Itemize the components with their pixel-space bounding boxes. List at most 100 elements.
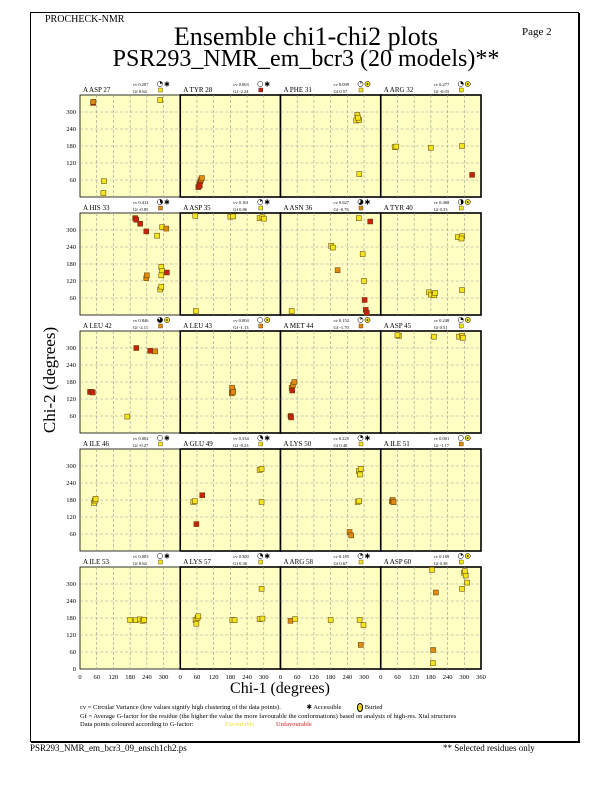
gf-color-swatch (258, 87, 263, 93)
residue-label: A LYS 57 (183, 558, 211, 566)
data-point (393, 143, 400, 150)
data-point (191, 498, 198, 504)
y-tick-label: 240 (66, 480, 76, 487)
data-point (196, 182, 203, 189)
cv-value: cv 0.468 (434, 200, 450, 205)
gf-color-swatch (258, 441, 263, 447)
accessible-icon: ✱ (164, 553, 170, 561)
accessible-icon: ✱ (365, 435, 371, 443)
data-point (356, 171, 363, 177)
data-point (154, 232, 160, 239)
gf-color-swatch (459, 205, 464, 211)
panel-a-asp-27: A ASP 27 cv 0.207 Gf 0.64 ✱ (79, 81, 181, 198)
accessible-icon: ✱ (264, 553, 270, 561)
x-tick-label: 120 (309, 674, 319, 681)
residue-label: A TYR 40 (384, 204, 414, 212)
data-point (361, 297, 368, 303)
accessible-icon: ✱ (164, 81, 170, 89)
circular-variance-wedge (360, 435, 364, 438)
gf-value: Gf 0.86 (233, 207, 247, 212)
gf-color-swatch (258, 559, 263, 565)
residue-label: A ASP 27 (83, 86, 111, 94)
y-tick-label: 240 (66, 598, 76, 605)
residue-label: A TYR 28 (183, 86, 213, 94)
x-tick-label: 240 (142, 674, 152, 681)
x-tick-label: 240 (242, 674, 252, 681)
panel-a-ile-46: A ILE 46 cv 0.002 Gf -0.27 ✱ (79, 435, 181, 552)
data-point (356, 215, 362, 221)
cv-value: cv 0.003 (233, 82, 249, 87)
circular-variance-icon (257, 81, 264, 87)
y-tick-label: 120 (66, 160, 76, 167)
gf-color-swatch (459, 559, 464, 565)
gf-color-swatch (459, 87, 464, 93)
x-tick-label: 300 (459, 674, 469, 681)
data-point (430, 647, 436, 653)
data-point (258, 466, 265, 472)
y-tick-label: 60 (70, 413, 77, 420)
buried-icon: · (356, 703, 364, 712)
accessible-icon: ✱ (264, 435, 270, 443)
gf-color-swatch (158, 559, 163, 565)
y-tick-label: 60 (70, 295, 77, 302)
data-point (288, 308, 295, 314)
data-point (432, 290, 438, 296)
x-tick-label: 300 (359, 674, 369, 681)
circular-variance-wedge (157, 317, 163, 323)
x-tick-label: 180 (426, 674, 436, 681)
data-point (357, 471, 363, 478)
y-axis-label: Chi-2 (degrees) (40, 326, 59, 434)
panel-a-arg-58: A ARG 58 cv 0.185 Gf 0.67 ✱ (279, 553, 382, 670)
x-tick-label: 240 (342, 674, 352, 681)
gf-value: Gf -0.27 (133, 443, 149, 448)
x-tick-label: 0 (379, 674, 382, 681)
circular-variance-wedge (360, 81, 363, 84)
page-number: Page 2 (522, 26, 552, 38)
gf-color-swatch (358, 323, 364, 329)
data-point (464, 579, 470, 586)
y-tick-label: 300 (66, 227, 76, 234)
panel-a-phe-31: A PHE 31 cv 0.099 Gf 0.57 (279, 81, 382, 198)
x-tick-label: 120 (209, 674, 219, 681)
data-point (429, 567, 435, 573)
y-tick-label: 60 (70, 649, 77, 656)
gf-value: Gf -2.11 (133, 325, 148, 330)
data-point (193, 620, 200, 627)
buried-icon-dot (366, 83, 369, 85)
residue-label: A PHE 31 (284, 86, 313, 94)
circular-variance-wedge (160, 81, 163, 84)
data-point (157, 97, 163, 103)
data-point (258, 586, 265, 592)
x-tick-label: 60 (394, 674, 401, 681)
panel-a-ile-51: A ILE 51 cv 0.001 Gf -1.17 (379, 435, 482, 552)
panel-a-leu-43: A LEU 43 cv 0.004 Gf -1.13 (179, 317, 282, 434)
gf-value: Gf -1.13 (233, 325, 249, 330)
legend-gf: Gf = Average G-factor for the residue (t… (80, 712, 457, 720)
data-point (147, 348, 153, 354)
gf-color-swatch (358, 559, 364, 565)
x-tick-label: 0 (279, 674, 282, 681)
data-point (92, 496, 99, 502)
cv-value: cv 0.001 (434, 436, 450, 441)
data-point (124, 413, 131, 420)
x-tick-label: 120 (409, 674, 419, 681)
data-point (288, 414, 294, 421)
data-point (144, 272, 150, 279)
data-point (355, 114, 361, 121)
cv-value: cv 0.414 (133, 200, 149, 205)
panel-a-arg-32: A ARG 32 cv 0.277 Gf -0.03 (379, 81, 482, 198)
gf-value: Gf 0.51 (434, 325, 448, 330)
buried-icon-dot (466, 319, 469, 321)
accessible-icon: ✱ (306, 704, 312, 711)
data-point (152, 348, 158, 355)
circular-variance-wedge (260, 553, 263, 557)
data-point (360, 622, 367, 628)
data-point (158, 283, 165, 290)
gf-color-swatch (158, 441, 163, 447)
gf-color-swatch (459, 323, 464, 329)
x-tick-label: 180 (326, 674, 336, 681)
circular-variance-wedge (460, 81, 464, 85)
data-point (158, 272, 165, 279)
data-point (459, 287, 465, 293)
